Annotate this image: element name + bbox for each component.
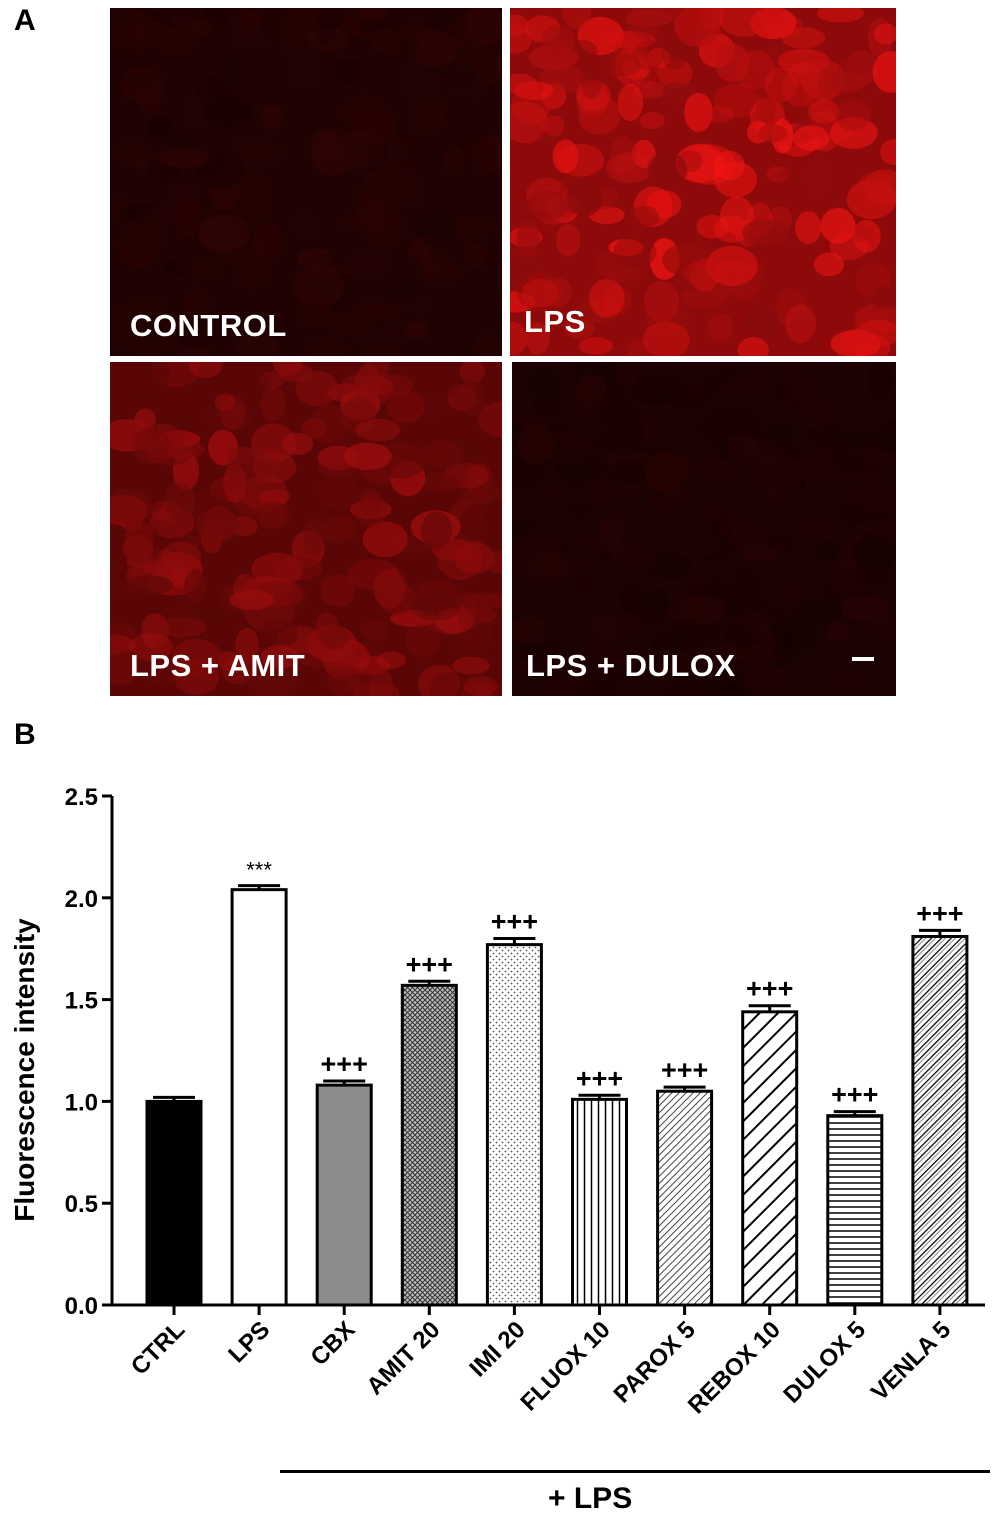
significance-label: +++ [406,949,453,979]
bar [826,1114,884,1307]
significance-label: +++ [746,974,793,1004]
bar [230,888,288,1307]
bar [485,943,543,1307]
y-tick-label: 1.0 [65,1089,98,1116]
bar-chart: Fluorescence intensity 0.0 0.5 1.0 1.5 2.0 2.… [9,784,985,1419]
group-label: + LPS [548,1482,633,1515]
bar [571,1097,628,1307]
bar [656,1089,714,1307]
x-tick-label: FLUOX 10 [516,1316,616,1416]
significance-label: +++ [916,898,963,928]
panel-a-letter: A [14,4,36,37]
micrograph-lps-dulox: LPS + DULOX [512,362,896,696]
micrograph-lps: LPS [510,8,896,356]
x-tick-label: DULOX 5 [778,1316,871,1409]
group-bracket-line [280,1470,990,1473]
y-axis-label: Fluorescence intensity [9,918,40,1222]
micrograph-control-image [110,8,502,356]
significance-label: +++ [831,1080,878,1110]
bar [741,1010,799,1307]
significance-label: *** [246,858,272,883]
micrograph-label-lps-dulox: LPS + DULOX [526,648,736,683]
micrograph-label-lps: LPS [524,304,586,339]
y-tick-label: 2.5 [65,784,98,811]
panel-b-letter: B [14,718,36,751]
bar [315,1083,373,1307]
x-tick-label: CTRL [126,1316,190,1380]
bar [400,983,458,1307]
micrograph-lps-amit-image [110,362,502,696]
x-tick-label: IMI 20 [464,1316,530,1382]
y-tick-label: 0.5 [65,1191,98,1218]
significance-label: +++ [491,907,538,937]
y-tick-label: 1.5 [65,988,98,1015]
micrograph-lps-dulox-image [512,362,896,696]
micrograph-control: CONTROL [110,8,502,356]
x-tick-label: VENLA 5 [866,1316,956,1406]
y-tick-label: 0.0 [65,1293,98,1320]
micrograph-lps-amit: LPS + AMIT [110,362,502,696]
chart-bars: CTRL *** LPS +++ CBX +++ AMIT 20 +++ IMI 20 +++ FL… [126,858,969,1419]
x-tick-label: REBOX 10 [683,1316,786,1419]
micrograph-lps-image [510,8,896,356]
x-tick-label: LPS [223,1316,275,1368]
micrograph-label-control: CONTROL [130,308,287,343]
x-tick-label: CBX [306,1316,361,1371]
micrograph-label-lps-amit: LPS + AMIT [130,648,306,683]
y-tick-label: 2.0 [65,886,98,913]
significance-label: +++ [576,1063,623,1093]
significance-label: +++ [321,1049,368,1079]
x-tick-label: AMIT 20 [361,1316,445,1400]
significance-label: +++ [661,1055,708,1085]
bar [911,934,969,1307]
scale-bar [852,657,874,661]
bar [145,1099,203,1307]
